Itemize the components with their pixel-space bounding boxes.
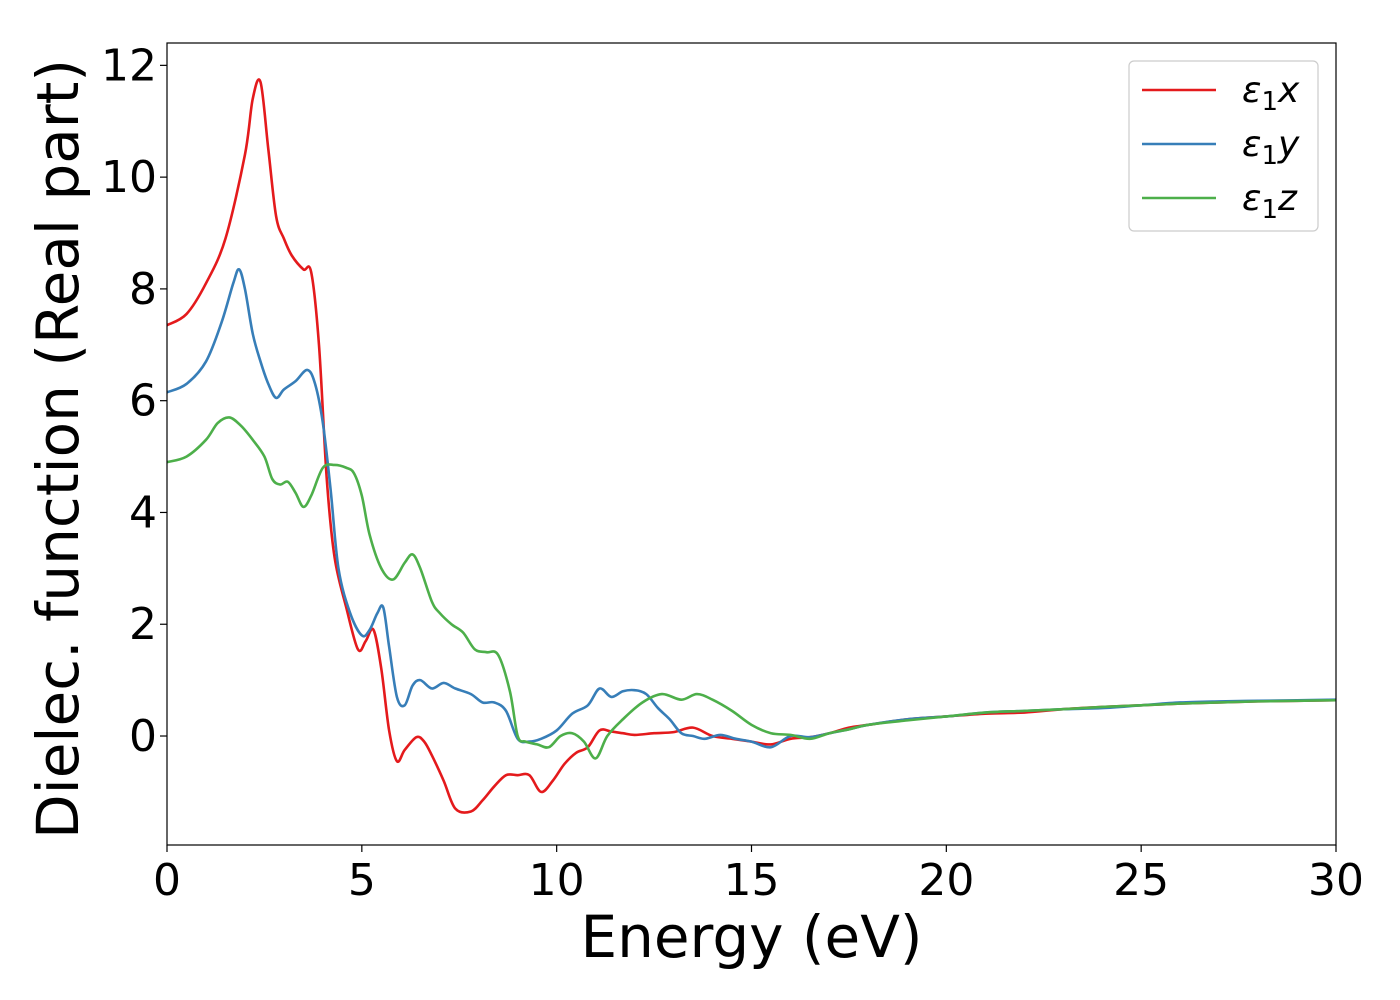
axis-layer: 0 5 10 15 20 25 30 0 2 4 6 8 10 12 [101, 40, 1364, 906]
x-tick-label: 25 [1113, 855, 1169, 906]
y-tick-label: 10 [101, 152, 157, 203]
series-line-z [167, 416, 1336, 760]
plot-layer [167, 78, 1336, 814]
legend-label-z: ε1z [1242, 178, 1298, 225]
series-line-y [167, 268, 1336, 749]
y-tick-label: 12 [101, 40, 157, 91]
legend-label-x: ε1x [1242, 70, 1300, 117]
y-tick-label: 4 [129, 487, 157, 538]
legend: ε1x ε1y ε1z [1128, 60, 1319, 232]
x-tick-label: 5 [348, 855, 376, 906]
y-tick-label: 8 [129, 264, 157, 315]
x-tick-label: 30 [1308, 855, 1364, 906]
legend-box [1128, 60, 1319, 232]
x-tick-label: 0 [153, 855, 181, 906]
y-tick-label: 2 [129, 599, 157, 650]
y-tick-label: 0 [129, 711, 157, 762]
x-tick-label: 15 [724, 855, 780, 906]
y-tick-label: 6 [129, 376, 157, 427]
x-tick-label: 10 [529, 855, 585, 906]
legend-label-y: ε1y [1242, 124, 1300, 171]
y-axis-label: Dielec. function (Real part) [24, 59, 92, 839]
x-tick-label: 20 [918, 855, 974, 906]
x-axis-label: Energy (eV) [580, 903, 922, 971]
